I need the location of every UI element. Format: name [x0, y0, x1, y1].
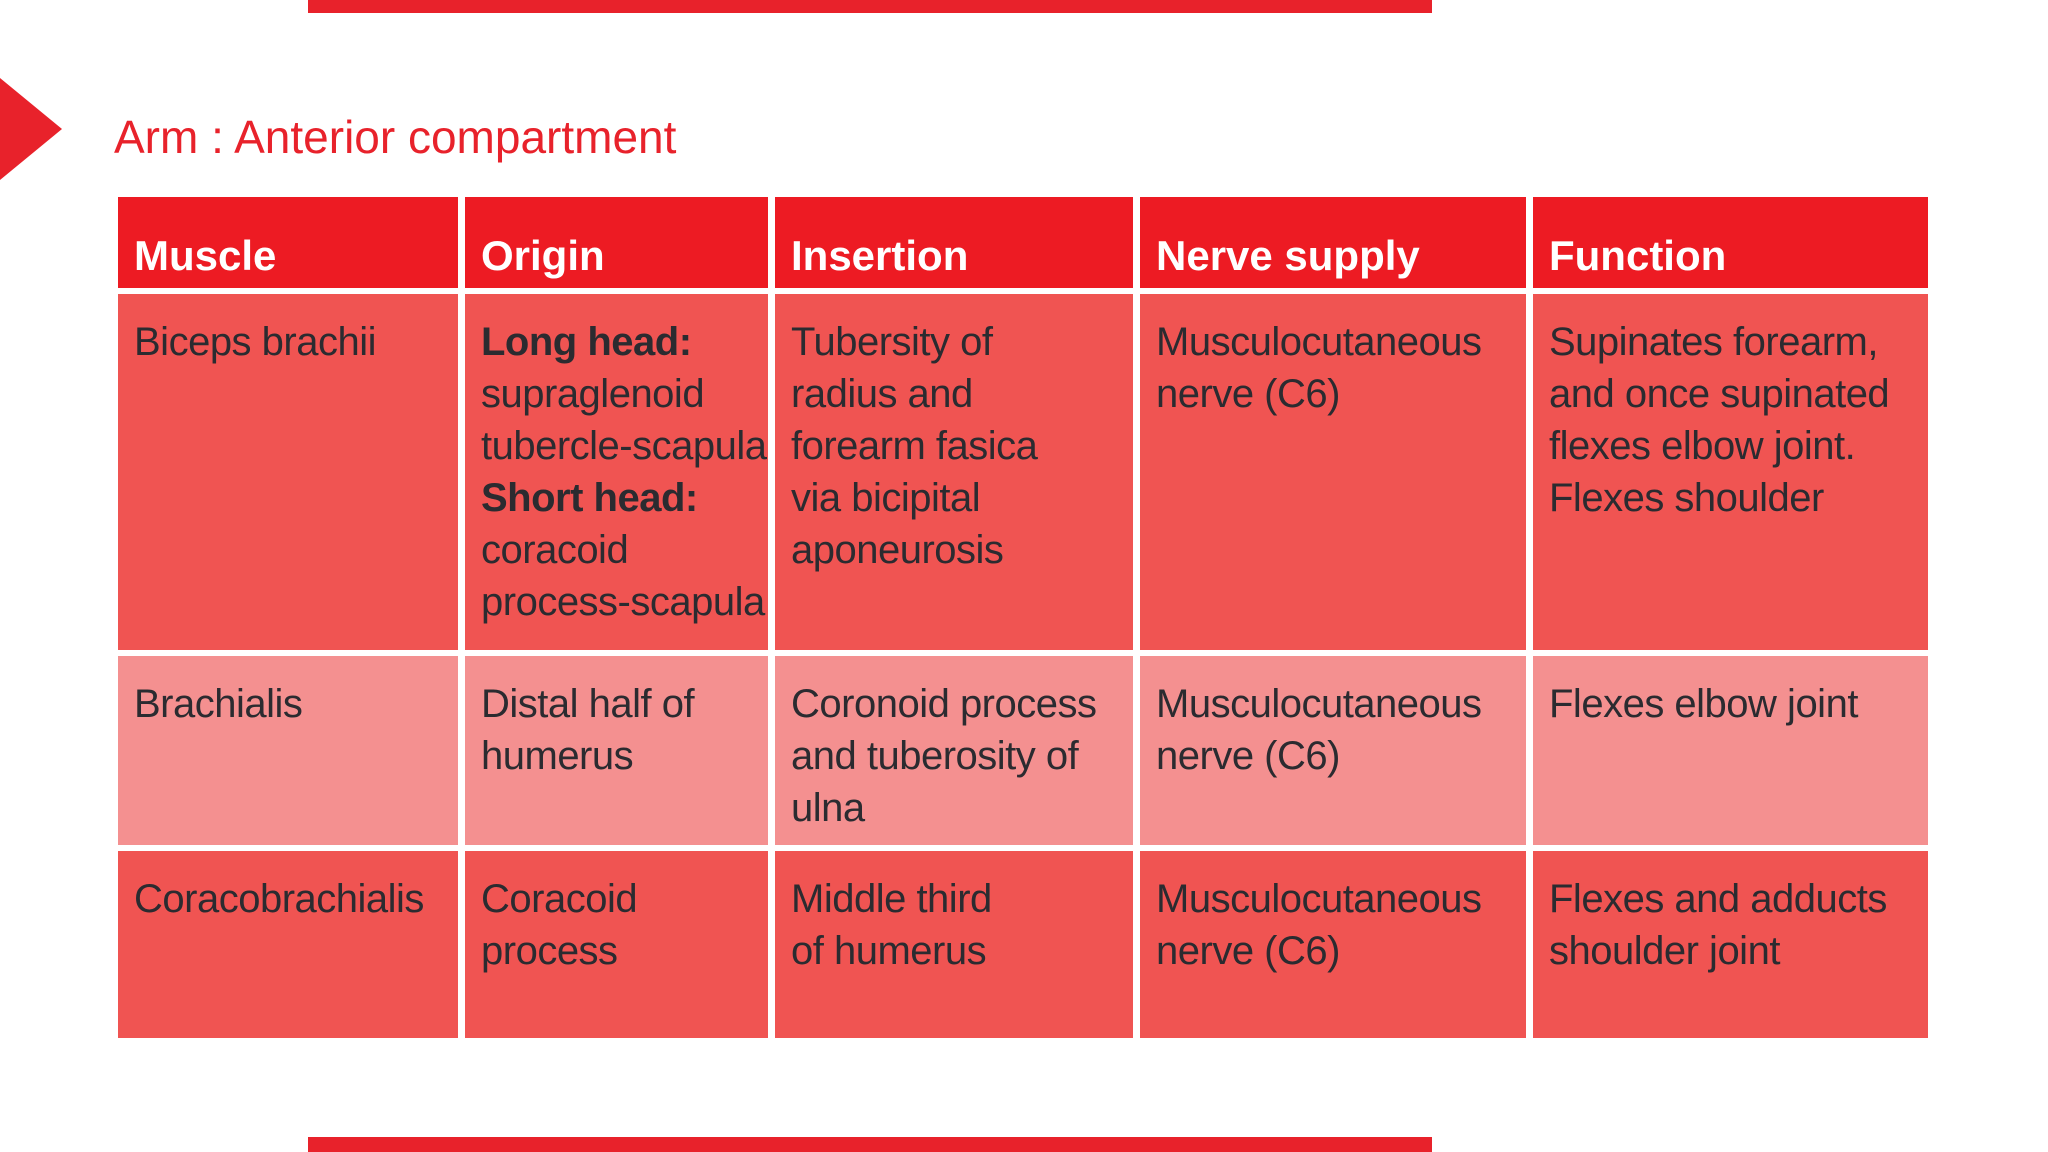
origin-head-label: Short head:	[481, 476, 698, 520]
body-cell-row1-origin: Long head: supraglenoid tubercle-scapula S…	[465, 294, 768, 650]
body-cell-row3-insertion: Middle third of humerus	[775, 851, 1133, 1038]
body-cell-row3-muscle: Coracobrachialis	[118, 851, 458, 1038]
body-cell-row2-origin: Distal half of humerus	[465, 656, 768, 845]
page-title: Arm : Anterior compartment	[114, 111, 677, 163]
body-cell-row3-function: Flexes and adducts shoulder joint	[1533, 851, 1928, 1038]
body-cell-row3-origin: Coracoid process	[465, 851, 768, 1038]
body-cell-row1-nerve-supply: Musculocutaneous nerve (C6)	[1140, 294, 1526, 650]
body-cell-row1-insertion: Tubersity of radius and forearm fasica v…	[775, 294, 1133, 650]
body-cell-row1-function: Supinates forearm, and once supinated fl…	[1533, 294, 1928, 650]
bottom-accent-bar	[308, 1137, 1432, 1152]
header-cell-origin: Origin	[465, 197, 768, 288]
origin-head-text: coracoid process-scapula	[481, 528, 765, 624]
body-cell-row1-muscle: Biceps brachii	[118, 294, 458, 650]
title-arrow-icon	[0, 78, 62, 180]
header-cell-insertion: Insertion	[775, 197, 1133, 288]
body-cell-row3-nerve-supply: Musculocutaneous nerve (C6)	[1140, 851, 1526, 1038]
header-cell-nerve-supply: Nerve supply	[1140, 197, 1526, 288]
origin-head-text: supraglenoid tubercle-scapula	[481, 372, 767, 468]
muscle-table: Muscle Origin Insertion Nerve supply Functio…	[118, 197, 1928, 1038]
header-cell-function: Function	[1533, 197, 1928, 288]
body-cell-row2-nerve-supply: Musculocutaneous nerve (C6)	[1140, 656, 1526, 845]
body-cell-row2-function: Flexes elbow joint	[1533, 656, 1928, 845]
top-accent-bar	[308, 0, 1432, 13]
body-cell-row2-insertion: Coronoid process and tuberosity of ulna	[775, 656, 1133, 845]
header-cell-muscle: Muscle	[118, 197, 458, 288]
origin-head-label: Long head:	[481, 320, 692, 364]
body-cell-row2-muscle: Brachialis	[118, 656, 458, 845]
